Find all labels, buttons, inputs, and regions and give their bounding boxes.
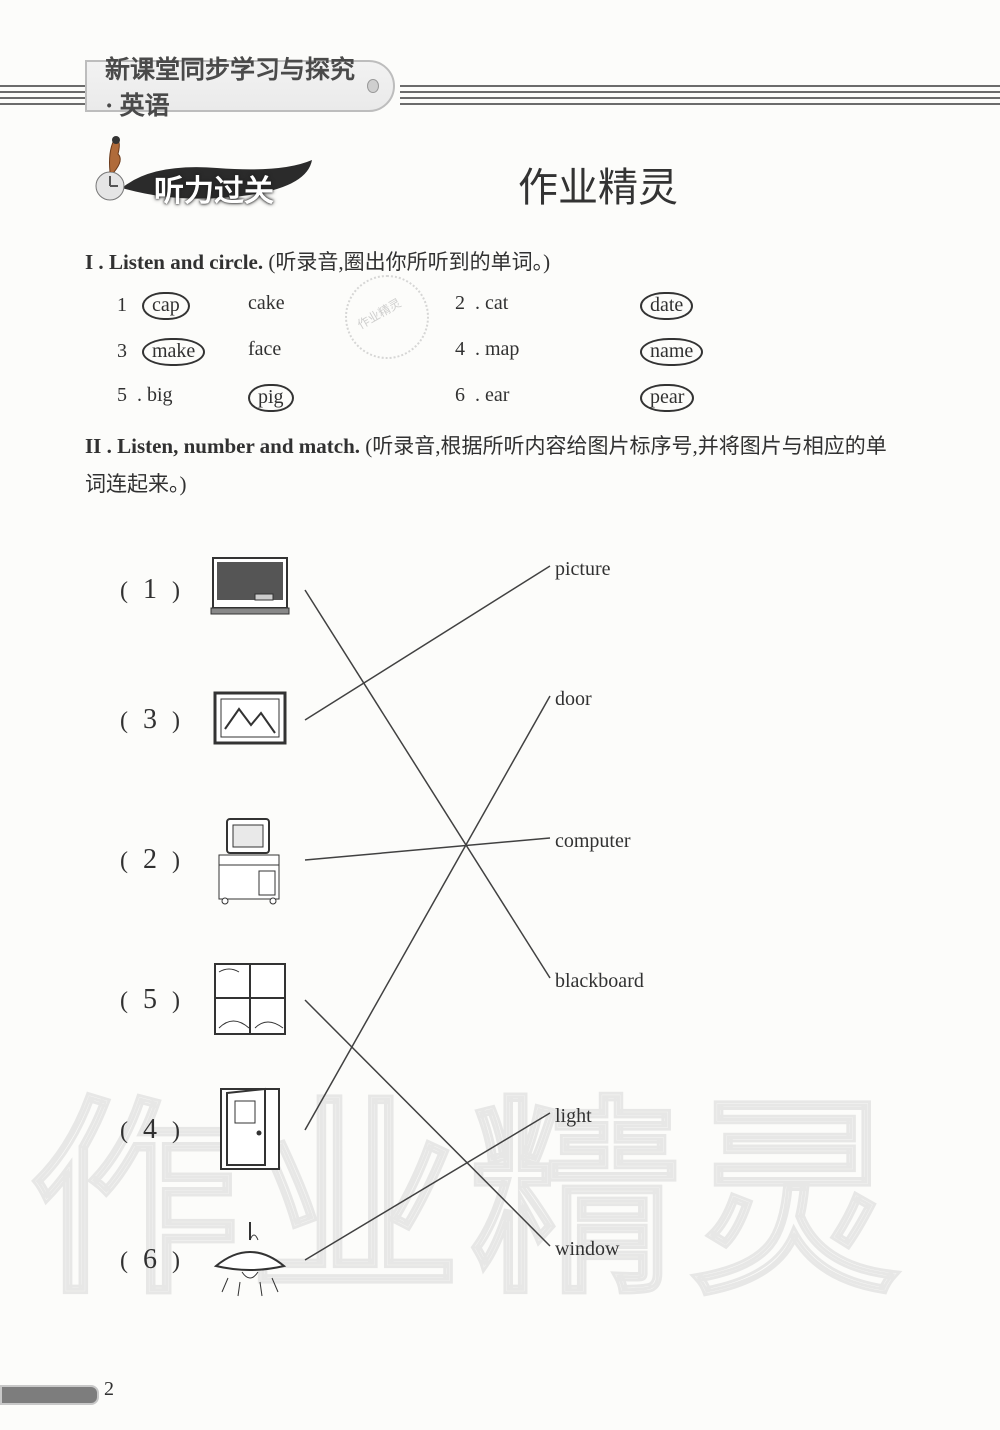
match-lines [95,520,895,1300]
blackboard-icon [205,550,295,630]
ex1-roman: I . [85,250,104,274]
handwriting-title: 作业精灵 [518,155,678,213]
match-row-4: ( 5 ) [95,960,295,1040]
match-label-window: window [555,1238,619,1261]
match-row-3: ( 2 ) [95,820,295,900]
item-word-circled: make [142,338,205,366]
item-word-circled: name [640,338,703,366]
match-row-6: ( 6 ) [95,1220,295,1300]
match-area: ( 1 ) ( 3 ) ( 2 ) ( 5 ) ( 4 ) [95,520,895,1300]
ex2-heading: II . Listen, number and match. (听录音,根据所听… [85,428,895,504]
ex1-heading: I . Listen and circle. (听录音,圈出你所听到的单词。) [85,246,550,276]
ex1-item-5: 5. big [117,384,173,407]
light-icon [205,1220,295,1300]
computer-icon [205,820,295,900]
item-word-circled: pear [640,384,694,412]
ex1-item-3: 3 make [117,338,205,366]
item-num: 2 [455,292,475,315]
header-rule-left [0,85,85,109]
clock-figure-icon [94,134,134,204]
ex1-item-2: 2. cat [455,292,508,315]
item-word: map [485,338,519,360]
item-num: 5 [117,384,137,407]
item-num: 1 [117,294,137,317]
answer-num: ( 6 ) [95,1244,205,1276]
item-word: face [248,338,281,360]
ex2-en: Listen, number and match. [117,434,360,458]
book-title-pill: 新课堂同步学习与探究 · 英语 [85,60,395,112]
ex1-en: Listen and circle. [109,250,263,274]
ex1-item-6b: pear [640,384,694,412]
ex1-item-4: 4. map [455,338,519,361]
item-word-circled: pig [248,384,294,412]
match-label-door: door [555,688,592,711]
answer-num: ( 3 ) [95,704,205,736]
item-word: cake [248,292,285,314]
header-rule-right [400,85,1000,109]
ex1-zh: (听录音,圈出你所听到的单词。) [268,250,550,274]
listening-badge: 听力过关 [92,140,342,220]
answer-num: ( 4 ) [95,1114,205,1146]
ex1-item-3b: face [248,338,281,361]
ex1-item-5b: pig [248,384,294,412]
ex1-item-1: 1 cap [117,292,190,320]
answer-num: ( 5 ) [95,984,205,1016]
picture-icon [205,680,295,760]
answer-num: ( 2 ) [95,844,205,876]
badge-label: 听力过关 [154,166,274,210]
match-label-picture: picture [555,558,611,581]
ex1-item-6: 6. ear [455,384,509,407]
match-row-2: ( 3 ) [95,680,295,760]
ex1-item-2b: date [640,292,693,320]
page-number: 2 [104,1378,114,1401]
worksheet-page: 新课堂同步学习与探究 · 英语 听力过关 作业精灵 I . Listen and… [0,0,1000,1430]
item-word-circled: date [640,292,693,320]
item-word: cat [485,292,508,314]
match-label-computer: computer [555,830,631,853]
header-dot-icon [367,79,379,93]
answer-num: ( 1 ) [95,574,205,606]
ex1-item-4b: name [640,338,703,366]
item-num: 4 [455,338,475,361]
match-label-light: light [555,1105,592,1128]
page-number-bar [0,1385,99,1405]
item-num: 6 [455,384,475,407]
item-word: big [147,384,173,406]
door-icon [205,1090,295,1170]
book-title: 新课堂同步学习与探究 · 英语 [105,50,367,122]
match-label-blackboard: blackboard [555,970,644,993]
item-word: ear [485,384,509,406]
seal-watermark-icon [345,275,429,359]
match-row-5: ( 4 ) [95,1090,295,1170]
window-icon [205,960,295,1040]
item-num: 3 [117,340,137,363]
item-word-circled: cap [142,292,190,320]
match-row-1: ( 1 ) [95,550,295,630]
ex1-item-1b: cake [248,292,285,315]
ex2-roman: II . [85,434,112,458]
